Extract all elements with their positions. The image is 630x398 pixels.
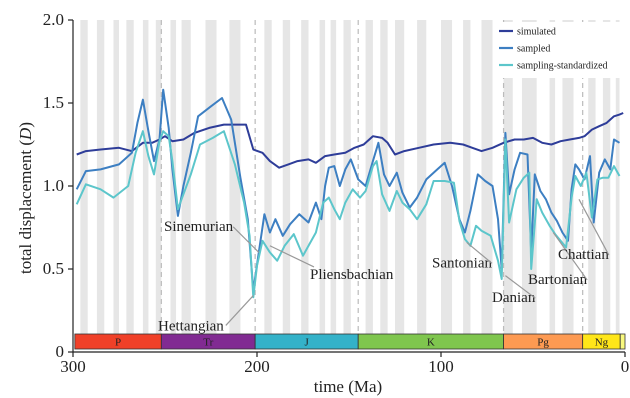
series-lines (75, 88, 624, 299)
y-axis-title: total displacement (D) (16, 122, 35, 274)
stage-band-22 (481, 20, 493, 334)
stage-band-25 (549, 20, 556, 334)
stage-band-20 (441, 20, 453, 334)
series-line-simulated (76, 112, 624, 169)
stage-band-13 (319, 20, 326, 334)
annotation-leader-0 (232, 226, 260, 253)
period-block-6 (619, 333, 626, 350)
annotation-label-4: Danian (492, 290, 536, 306)
stage-band-19 (417, 20, 427, 334)
annotation-label-0: Sinemurian (164, 219, 234, 235)
y-tick-label-0: 0 (56, 342, 65, 361)
x-axis-title: time (Ma) (314, 377, 382, 396)
y-tick-label-2: 1.0 (43, 176, 64, 195)
series-line-sampling-standardized (75, 130, 621, 299)
annotation-leader-2 (269, 245, 315, 268)
stage-band-5 (155, 20, 162, 334)
stage-band-8 (205, 20, 217, 334)
y-axis-title-symbol: D (16, 127, 35, 141)
y-tick-label-1: 0.5 (43, 259, 64, 278)
period-label-4: Pg (537, 337, 549, 349)
period-label-3: K (427, 337, 435, 349)
stage-band-4 (142, 20, 149, 334)
period-label-1: Tr (203, 337, 213, 349)
annotation-leader-5 (552, 232, 588, 281)
annotation-leader-1 (225, 295, 254, 326)
legend-background (496, 22, 622, 78)
legend-label-simulated: simulated (517, 27, 556, 38)
period-label-2: J (305, 337, 310, 349)
period-bar: P Tr J K Pg Ng (74, 333, 626, 350)
stage-band-17 (380, 20, 388, 334)
legend: simulated sampled sampling-standardized (496, 22, 622, 78)
stage-band-18 (395, 20, 405, 334)
period-label-0: P (115, 337, 121, 349)
annotation-label-6: Chattian (558, 247, 609, 263)
x-tick-label-3: 0 (621, 357, 630, 376)
y-tick-label-4: 2.0 (43, 10, 64, 29)
y-axis-title-main: total displacement ( (16, 140, 35, 274)
stage-annotations: Sinemurian Hettangian Pliensbachian Santoni… (158, 198, 610, 334)
stage-band-9 (229, 20, 241, 334)
stage-band-12 (301, 20, 309, 334)
stage-band-10 (264, 20, 272, 334)
stage-band-1 (96, 20, 105, 334)
stage-band-29 (615, 20, 620, 334)
stage-band-0 (80, 20, 88, 334)
annotation-leader-3 (466, 241, 493, 264)
y-axis-title-end: ) (16, 122, 35, 128)
annotation-label-2: Pliensbachian (310, 267, 394, 283)
stage-band-15 (343, 20, 351, 334)
stage-band-21 (463, 20, 471, 334)
axes: 0 0.5 1.0 1.5 2.0 300 200 100 0 (43, 10, 630, 376)
x-tick-label-1: 200 (244, 357, 270, 376)
annotation-label-3: Santonian (432, 255, 492, 271)
stage-band-11 (282, 20, 291, 334)
annotation-leader-6 (578, 198, 610, 256)
stage-band-26 (562, 20, 574, 334)
x-tick-label-2: 100 (428, 357, 454, 376)
y-tick-label-3: 1.5 (43, 93, 64, 112)
annotation-leader-4 (505, 275, 536, 299)
legend-label-sampling-standardized: sampling-standardized (517, 61, 608, 72)
series-line-sampled (75, 88, 621, 292)
annotation-label-1: Hettangian (158, 318, 224, 334)
period-label-5: Ng (595, 337, 609, 349)
stage-band-14 (330, 20, 337, 334)
legend-label-sampled: sampled (517, 44, 550, 55)
annotation-label-5: Bartonian (528, 272, 588, 288)
stage-band-2 (113, 20, 119, 334)
x-tick-label-0: 300 (60, 357, 86, 376)
